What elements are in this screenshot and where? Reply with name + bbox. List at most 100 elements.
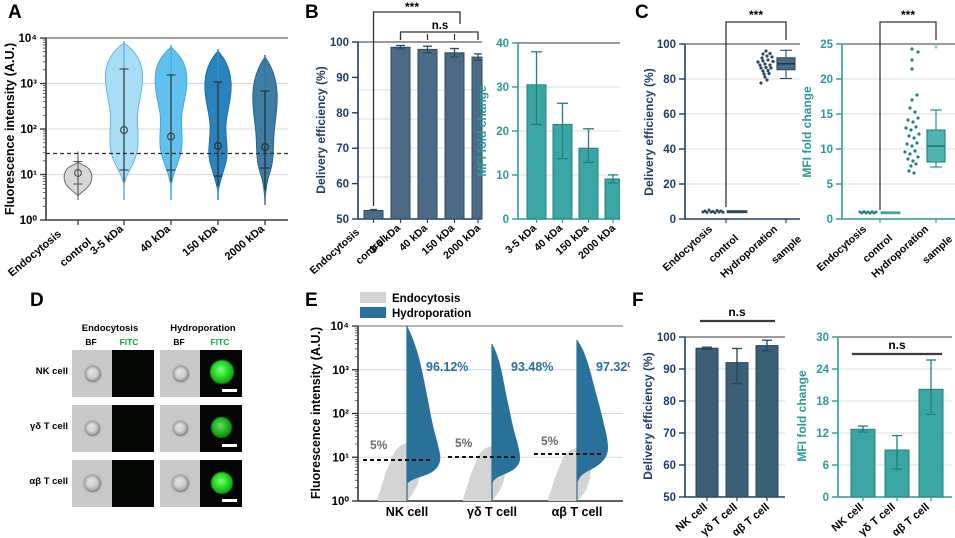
panel-c-right-ytick-1: 5: [827, 179, 834, 191]
panel-e-ytick-3: 10³: [332, 365, 349, 377]
panel-e-ytick-2: 10²: [332, 409, 349, 421]
panel-c-right-xlabel-1-line2: sample: [920, 233, 955, 266]
panel-e-xlabel-0: NK cell: [386, 505, 428, 519]
panel-f-right-ytick-2: 12: [816, 428, 829, 440]
panel-f-letter: F: [632, 290, 644, 311]
panel-a-violin-0: [63, 151, 93, 200]
panel-c-left-scatter-sample: [756, 49, 775, 85]
panel-e-pct-endo-gdt: 5%: [455, 436, 473, 450]
panel-a-ytick-4: 10⁴: [19, 33, 38, 45]
panel-b-chart: 50 60 70 80 90 100 Delivery efficiency (…: [308, 0, 620, 277]
panel-b-sig-star: ***: [405, 0, 419, 14]
panel-c-left-sig-bracket: [725, 21, 787, 207]
panel-e-xlabel-2: αβ T cell: [552, 505, 603, 519]
panel-e: E Endocytosis Hydroporation: [300, 288, 630, 538]
panel-f-left-sig-ns: n.s: [728, 305, 746, 319]
panel-b-left-ytick-5: 100: [330, 37, 349, 49]
panel-f-left-ytick-5: 100: [657, 332, 676, 344]
panel-c-left-xlabel-0-line1: Endocytosis: [661, 223, 716, 274]
panel-e-pct-endo-abt: 5%: [541, 434, 559, 448]
panel-e-ytick-1: 10¹: [332, 452, 349, 464]
panel-b-right-ytick-2: 20: [496, 126, 509, 138]
panel-c-right-ytick-4: 20: [820, 74, 833, 86]
panel-d-letter: D: [30, 290, 44, 311]
panel-a-ytick-0: 10⁰: [20, 214, 38, 227]
panel-c-right-box-sample: [926, 109, 946, 168]
panel-a-xlabel-2: 40 kDa: [138, 223, 174, 256]
panel-d-scalebar-gdt: [222, 444, 237, 447]
panel-b-right-xlabel-0: 3-5 kDa: [503, 222, 539, 256]
panel-d-colgroup-endocytosis: Endocytosis: [81, 323, 139, 334]
panel-d-img-nk-endo-fitc: [112, 350, 154, 397]
panel-c-left-ytick-1: 20: [663, 179, 676, 191]
panel-b-left-ytick-3: 80: [336, 108, 349, 120]
panel-f-left-ytick-1: 60: [663, 460, 676, 472]
panel-e-legend: Endocytosis Hydroporation: [360, 292, 471, 320]
panel-f: F 50 60 70 80 90 100 Delivery efficiency…: [630, 288, 955, 538]
panel-d-img-gdt-hydro-bf: [160, 405, 200, 452]
panel-c-left-xlabel-1-line2: sample: [769, 233, 804, 266]
panel-b-left-ytick-1: 60: [336, 179, 349, 191]
panel-a-ytick-3: 10³: [20, 79, 37, 91]
panel-e-legend-label-endocytosis: Endocytosis: [392, 293, 460, 305]
panel-e-legend-swatch-hydroporation: [360, 307, 386, 318]
panel-e-ytick-0: 10⁰: [332, 495, 350, 508]
panel-a-ylabel: Fluorescence intensity (A.U.): [3, 43, 17, 215]
panel-c-right-ytick-5: 25: [820, 39, 833, 51]
panel-c-left-sig-star: ***: [749, 8, 763, 22]
panel-e-violin-gdt: [448, 344, 521, 501]
panel-d-subcol-fitc-1: FITC: [210, 337, 230, 347]
panel-a-violin-3: [204, 49, 232, 200]
panel-e-ylabel: Fluorescence intensity (A.U.): [309, 327, 323, 499]
panel-c-left-box-sample: [776, 49, 796, 80]
panel-d-img-abt-hydro-fitc: [200, 460, 242, 507]
panel-a-ytick-2: 10²: [20, 124, 37, 136]
panel-e-violin-abt: [534, 340, 608, 501]
panel-c-right-xlabel-0-line1: Endocytosis: [815, 223, 870, 274]
panel-b: B 50 60 70 80 90 100 Delivery efficiency…: [300, 0, 620, 290]
panel-a-xlabel-0-line2: control: [58, 236, 94, 269]
panel-a-violin-2: [154, 45, 188, 200]
panel-f-left-ylabel: Delivery efficiency (%): [641, 352, 655, 479]
panel-c-right-scatter-control: [858, 210, 878, 215]
panel-d-subcol-fitc-0: FITC: [119, 337, 139, 347]
panel-c: C 0 20 40 60 80 100 Delivery efficiency …: [620, 0, 955, 290]
panel-f-left-bars: [695, 345, 779, 498]
panel-d-img-nk-endo-bf: [72, 350, 112, 397]
panel-f-left-ytick-2: 70: [663, 428, 676, 440]
panel-e-pct-hydro-gdt: 93.48%: [511, 360, 553, 374]
panel-e-xlabel-1: γδ T cell: [467, 505, 517, 519]
panel-c-left-scatter-control: [701, 208, 725, 215]
panel-f-right-ytick-1: 6: [823, 460, 829, 472]
panel-c-left-ytick-2: 40: [663, 144, 676, 156]
panel-d-rowlabel-gdt: γδ T cell: [30, 421, 68, 432]
panel-e-legend-swatch-endocytosis: [360, 292, 386, 303]
panel-b-right-ytick-3: 30: [496, 82, 509, 94]
panel-d-img-nk-hydro-bf: [160, 350, 200, 397]
panel-c-right-ytick-0: 0: [827, 214, 833, 226]
panel-c-right-ytick-2: 10: [820, 144, 833, 156]
panel-f-left-ytick-0: 50: [663, 492, 676, 504]
panel-d-img-abt-endo-bf: [72, 460, 112, 507]
panel-e-letter: E: [305, 290, 318, 311]
panel-b-right-ytick-4: 40: [496, 38, 509, 50]
panel-c-left-ytick-5: 100: [657, 39, 676, 51]
panel-f-left-ytick-4: 90: [663, 364, 676, 376]
panel-c-left-ytick-3: 60: [663, 109, 676, 121]
panel-d-colgroup-hydroporation: Hydroporation: [170, 323, 236, 334]
panel-c-left-ytick-4: 80: [663, 74, 676, 86]
panel-c-left-ylabel: Delivery efficiency (%): [642, 68, 656, 195]
panel-d-img-abt-endo-fitc: [112, 460, 154, 507]
panel-f-right-ytick-3: 18: [816, 396, 829, 408]
panel-b-left-bars: [363, 46, 483, 220]
panel-b-left-ytick-0: 50: [336, 214, 349, 226]
panel-d-scalebar-nk: [222, 389, 237, 392]
panel-c-left-box-control: [726, 210, 748, 214]
panel-c-chart: 0 20 40 60 80 100 Delivery efficiency (%…: [642, 8, 955, 281]
panel-f-right-ylabel: MFI fold change: [795, 370, 809, 462]
panel-f-right-ytick-4: 24: [816, 364, 829, 376]
panel-b-right-ytick-0: 0: [503, 214, 509, 226]
panel-b-left-ytick-2: 70: [336, 143, 349, 155]
panel-f-left-errorbars: [702, 339, 772, 385]
panel-d-subcol-bf-1: BF: [173, 337, 185, 347]
